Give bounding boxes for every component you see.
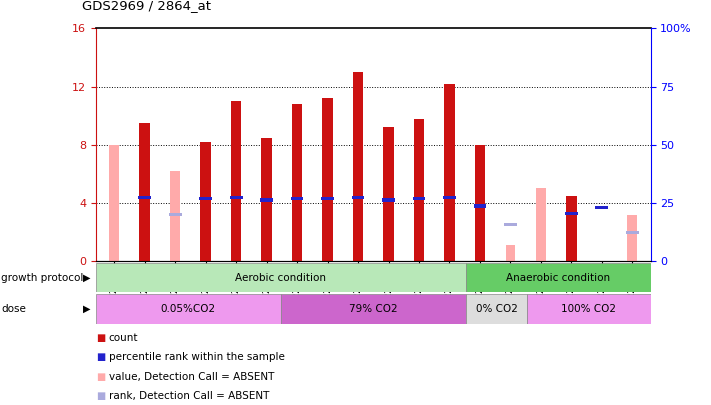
Bar xyxy=(96,263,466,292)
Bar xyxy=(565,211,578,215)
Bar xyxy=(201,142,211,261)
Bar xyxy=(291,197,304,200)
Text: count: count xyxy=(109,333,138,343)
Text: ■: ■ xyxy=(96,391,105,401)
Bar xyxy=(281,294,466,324)
Bar xyxy=(169,213,181,216)
Text: ■: ■ xyxy=(96,333,105,343)
Bar xyxy=(96,294,281,324)
Bar xyxy=(230,196,242,199)
Text: ▶: ▶ xyxy=(82,273,90,283)
Bar xyxy=(322,98,333,261)
Text: 79% CO2: 79% CO2 xyxy=(349,304,397,314)
Bar xyxy=(466,294,528,324)
Bar xyxy=(353,72,363,261)
Bar xyxy=(506,245,515,261)
Bar xyxy=(321,197,334,200)
Bar xyxy=(528,294,651,324)
Bar xyxy=(595,206,608,209)
Bar xyxy=(199,197,212,200)
Bar xyxy=(260,198,273,202)
Bar xyxy=(171,171,180,261)
Bar xyxy=(626,230,638,234)
Text: 0% CO2: 0% CO2 xyxy=(476,304,518,314)
Bar xyxy=(352,196,365,199)
Bar xyxy=(504,223,517,226)
Text: rank, Detection Call = ABSENT: rank, Detection Call = ABSENT xyxy=(109,391,269,401)
Bar xyxy=(444,84,455,261)
Bar xyxy=(383,127,394,261)
Bar xyxy=(414,119,424,261)
Text: 0.05%CO2: 0.05%CO2 xyxy=(161,304,216,314)
Text: dose: dose xyxy=(1,304,26,314)
Text: Aerobic condition: Aerobic condition xyxy=(235,273,326,283)
Bar xyxy=(536,188,545,261)
Bar xyxy=(443,196,456,199)
Bar xyxy=(466,263,651,292)
Text: percentile rank within the sample: percentile rank within the sample xyxy=(109,352,284,362)
Bar xyxy=(231,101,242,261)
Bar xyxy=(139,196,151,199)
Bar xyxy=(474,204,486,207)
Text: ■: ■ xyxy=(96,372,105,382)
Bar xyxy=(262,138,272,261)
Text: 100% CO2: 100% CO2 xyxy=(562,304,616,314)
Bar xyxy=(139,123,150,261)
Text: growth protocol: growth protocol xyxy=(1,273,84,283)
Text: value, Detection Call = ABSENT: value, Detection Call = ABSENT xyxy=(109,372,274,382)
Text: GDS2969 / 2864_at: GDS2969 / 2864_at xyxy=(82,0,210,12)
Bar xyxy=(109,145,119,261)
Bar xyxy=(628,215,637,261)
Bar xyxy=(382,198,395,202)
Bar xyxy=(475,145,485,261)
Bar xyxy=(292,104,302,261)
Text: Anaerobic condition: Anaerobic condition xyxy=(506,273,610,283)
Text: ▶: ▶ xyxy=(82,304,90,314)
Bar xyxy=(412,197,425,200)
Text: ■: ■ xyxy=(96,352,105,362)
Bar xyxy=(566,196,577,261)
